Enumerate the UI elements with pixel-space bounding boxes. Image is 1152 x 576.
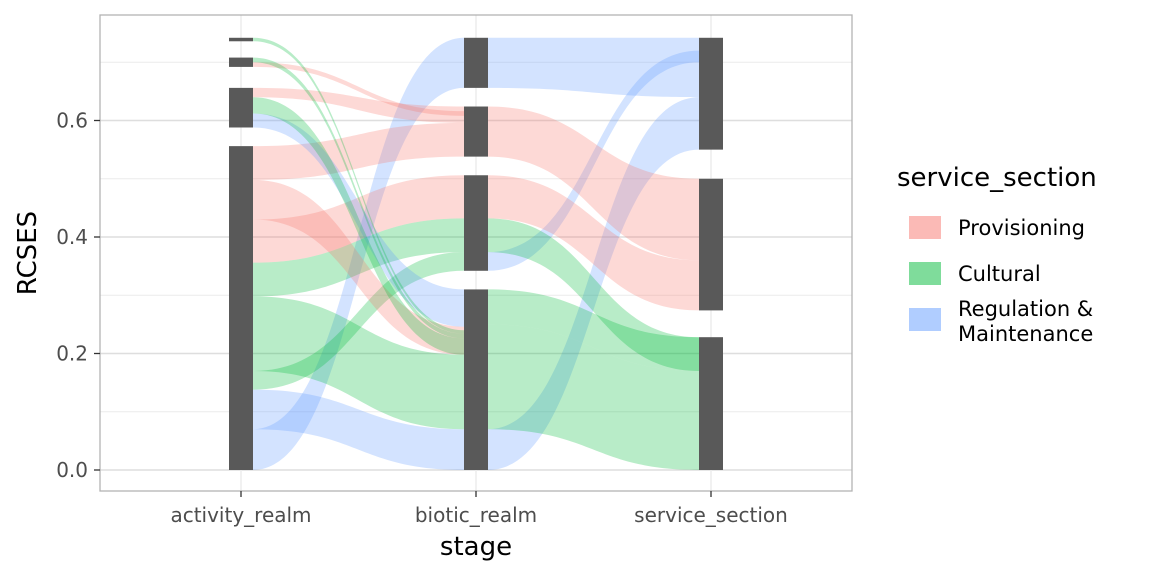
y-tick-label: 0.6 bbox=[56, 109, 88, 133]
flow-ribbon bbox=[253, 175, 464, 263]
flow-ribbon bbox=[253, 122, 464, 180]
legend-key bbox=[909, 262, 941, 285]
flow-ribbon bbox=[488, 106, 699, 261]
stratum-block bbox=[464, 106, 488, 157]
y-tick-label: 0.2 bbox=[56, 342, 88, 366]
flow-ribbon bbox=[253, 113, 464, 327]
flow-ribbon bbox=[253, 296, 464, 430]
stratum-block bbox=[699, 178, 723, 311]
legend-key bbox=[909, 308, 941, 331]
flow-ribbon bbox=[253, 87, 464, 123]
y-tick-label: 0.4 bbox=[56, 225, 88, 249]
flow-ribbon bbox=[253, 218, 464, 297]
stratum-block bbox=[229, 146, 253, 470]
stratum-block bbox=[229, 57, 253, 67]
flow-ribbon bbox=[253, 252, 464, 390]
x-tick-label: biotic_realm bbox=[415, 503, 537, 527]
stratum-block bbox=[464, 37, 488, 88]
flow-ribbon bbox=[488, 97, 699, 470]
flow-ribbon bbox=[253, 62, 464, 116]
legend-label: Regulation & bbox=[958, 297, 1093, 321]
flow-ribbon bbox=[253, 37, 464, 334]
y-axis-title: RCSES bbox=[13, 211, 43, 295]
flow-ribbon bbox=[488, 50, 699, 271]
flow-ribbon bbox=[253, 179, 464, 355]
x-tick-label: activity_realm bbox=[170, 503, 311, 527]
stratum-block bbox=[699, 337, 723, 470]
legend-key bbox=[909, 216, 941, 239]
flow-ribbon bbox=[253, 389, 464, 470]
legend-label: Provisioning bbox=[958, 216, 1085, 240]
stratum-block bbox=[464, 175, 488, 271]
legend: service_section Provisioning Cultural Regu… bbox=[897, 163, 1097, 346]
x-tick-label: service_section bbox=[634, 503, 788, 527]
legend-label: Cultural bbox=[958, 262, 1041, 286]
stratum-block bbox=[464, 289, 488, 470]
flow-ribbon bbox=[488, 218, 699, 371]
alluvial-flows bbox=[253, 37, 699, 470]
legend-title: service_section bbox=[897, 163, 1097, 193]
alluvial-strata bbox=[229, 37, 723, 470]
flow-ribbon bbox=[488, 289, 699, 371]
flow-ribbon bbox=[488, 175, 699, 311]
axes: 0.0 0.2 0.4 0.6 activity_realm biotic_realm se… bbox=[56, 109, 788, 528]
y-tick-label: 0.0 bbox=[56, 458, 88, 482]
flow-ribbon bbox=[253, 97, 464, 355]
stratum-block bbox=[699, 37, 723, 150]
flow-ribbon bbox=[488, 324, 699, 470]
x-axis-title: stage bbox=[440, 532, 512, 562]
stratum-block bbox=[229, 37, 253, 42]
stratum-block bbox=[229, 87, 253, 128]
flow-ribbon bbox=[488, 37, 699, 98]
flow-ribbon bbox=[253, 57, 464, 339]
legend-label: Maintenance bbox=[958, 322, 1093, 346]
flow-ribbon bbox=[253, 37, 464, 470]
